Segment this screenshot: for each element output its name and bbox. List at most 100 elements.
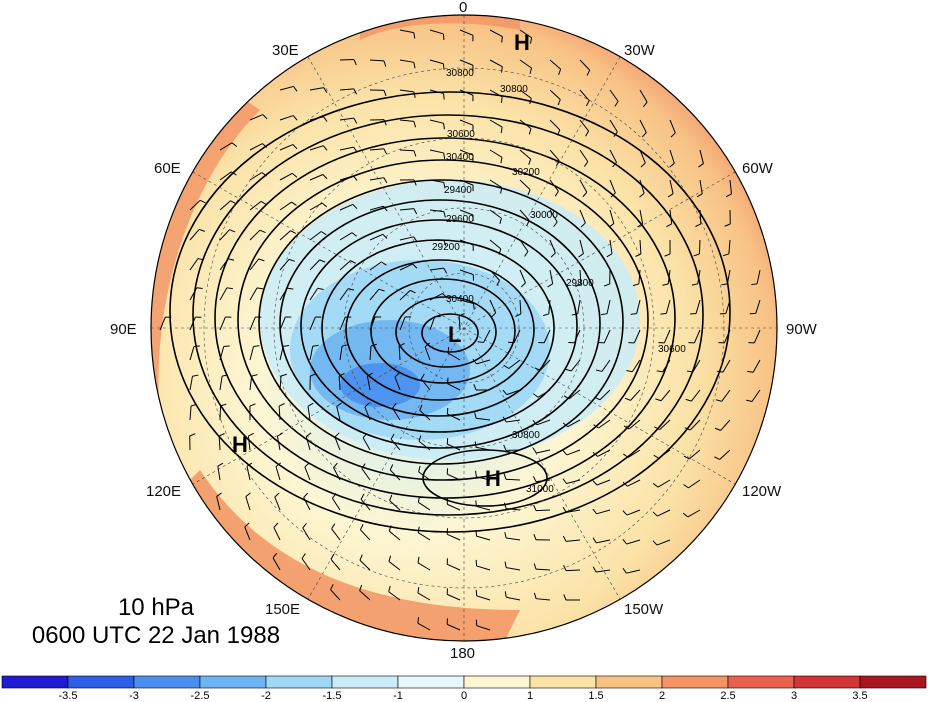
wind-barb-flag [695, 223, 702, 227]
wind-barb [719, 449, 731, 460]
wind-barb [573, 329, 581, 344]
wind-barb-flag [592, 480, 598, 486]
wind-barb [418, 440, 431, 451]
wind-barb [429, 316, 436, 331]
wind-barb-flag [330, 553, 335, 560]
contour-label: 30800 [512, 430, 540, 441]
wind-barb-flag [528, 128, 532, 135]
wind-barb-flag [682, 512, 689, 518]
wind-barb-flag [443, 182, 446, 189]
wind-barb-flag [413, 91, 416, 98]
warm-anomaly-region-south [170, 470, 520, 641]
wind-barb-flag [562, 422, 569, 428]
wind-barb [598, 419, 611, 429]
wind-barb-flag [260, 200, 267, 205]
wind-barb-flag [529, 67, 532, 74]
wind-barb [596, 509, 611, 515]
wind-barb-flag [288, 258, 295, 262]
wind-barb-flag [317, 287, 324, 291]
wind-barb [245, 496, 251, 511]
wind-barb [609, 89, 619, 102]
wind-barb [361, 468, 371, 481]
colorbar-swatch [133, 675, 201, 689]
wind-barb-flag [529, 37, 533, 44]
wind-barbs [159, 29, 761, 631]
wind-barb [273, 527, 281, 541]
wind-barb-flag [696, 193, 703, 198]
wind-barb-flag [504, 532, 507, 539]
wind-barb [535, 509, 551, 512]
wind-barb-flag [323, 87, 328, 93]
wind-barb-flag [353, 146, 358, 153]
wind-barb-flag [246, 462, 253, 467]
wind-barb [420, 378, 431, 391]
wind-barb [244, 526, 251, 541]
wind-barb [309, 259, 321, 271]
wind-barb-flag [583, 161, 589, 167]
wind-barb [189, 258, 199, 271]
wind-barb [667, 269, 671, 284]
wind-barb [339, 117, 354, 121]
wind-barb [663, 329, 671, 344]
wind-barb-flag [443, 152, 446, 159]
wind-barb-flag [614, 101, 619, 107]
contour-label: 29400 [444, 185, 472, 196]
wind-barb-flag [389, 464, 394, 471]
wind-barb-flag [312, 344, 319, 347]
wind-barb-flag [612, 162, 617, 168]
wind-barb [568, 389, 581, 400]
wind-barb [688, 449, 701, 460]
wind-barb-flag [370, 343, 377, 347]
contour-label: 30800 [446, 68, 474, 79]
wind-barb [692, 359, 701, 373]
wind-barb [309, 316, 316, 331]
wind-barb [627, 449, 641, 458]
wind-barb [579, 149, 589, 162]
wind-barb-flag [348, 288, 355, 291]
wind-barb [519, 149, 531, 160]
wind-barb-flag [637, 223, 643, 228]
wind-barb [489, 299, 497, 313]
wind-barb [698, 239, 701, 255]
wind-barb-flag [556, 129, 561, 136]
wind-barb [549, 119, 561, 131]
wind-barb [536, 449, 551, 454]
wind-barb [535, 568, 551, 571]
wind-barb-flag [553, 221, 558, 228]
wind-barb-flag [630, 313, 637, 315]
wind-barb [689, 419, 701, 431]
wind-barb [249, 200, 262, 211]
wind-barb-flag [622, 567, 627, 574]
wind-barb-flag [499, 217, 502, 225]
lon-label-60e: 60E [154, 160, 181, 177]
wind-barb [519, 239, 529, 252]
wind-barb [417, 532, 431, 541]
wind-barb [279, 316, 286, 331]
wind-barb [398, 345, 401, 361]
wind-barb [429, 149, 444, 154]
wind-barb-flag [283, 345, 290, 347]
colorbar-tick-label: 1 [527, 690, 533, 702]
wind-barb [489, 269, 500, 281]
wind-barb [447, 352, 461, 361]
wind-barb [536, 479, 551, 483]
wind-barb [246, 466, 251, 481]
wind-barb [519, 269, 526, 284]
wind-barb-flag [608, 223, 615, 228]
wind-barb [307, 406, 311, 421]
wind-barb [309, 145, 324, 151]
lon-label-30e: 30E [272, 42, 299, 59]
wind-barb [459, 59, 474, 66]
wind-barb [659, 419, 671, 430]
wind-barb-flag [654, 426, 660, 431]
wind-barb [508, 359, 521, 369]
wind-barb [249, 258, 260, 271]
colorbar-swatch [463, 675, 531, 689]
wind-barb [249, 114, 264, 121]
wind-barb-flag [528, 158, 532, 165]
wind-barb [369, 233, 383, 241]
wind-barb-flag [664, 253, 671, 257]
wind-barb-flag [698, 163, 704, 168]
wind-barb-flag [503, 364, 510, 369]
wind-barb [338, 375, 341, 391]
